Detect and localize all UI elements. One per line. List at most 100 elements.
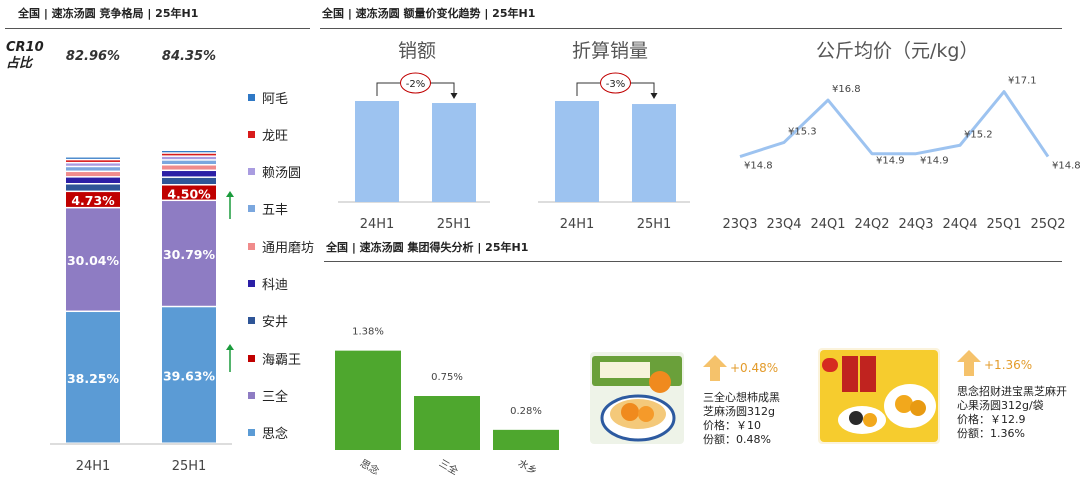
legend-label: 龙旺 bbox=[262, 128, 289, 144]
bar-value-label: 0.28% bbox=[510, 406, 542, 417]
up-arrow-icon bbox=[957, 350, 981, 376]
bar bbox=[493, 429, 559, 450]
segment-label: 4.50% bbox=[167, 186, 211, 201]
legend-label: 通用磨坊 bbox=[262, 240, 315, 256]
product-share: 份额：1.36% bbox=[957, 427, 1025, 440]
section-title-competition: 全国 | 速冻汤圆 竞争格局 | 25年H1 bbox=[18, 7, 199, 20]
point-label: ¥14.8 bbox=[1052, 161, 1080, 172]
sales-value-chart: 24H1 25H1 -2% bbox=[338, 72, 490, 232]
product-name: 三全心想柿成黑 bbox=[703, 391, 780, 404]
section-divider bbox=[324, 261, 1062, 262]
legend-item: 通用磨坊 bbox=[248, 237, 315, 256]
down-arrow-icon bbox=[650, 93, 658, 99]
cr10-axis-label: CR10 占比 bbox=[6, 40, 44, 71]
stack-segment-7 bbox=[66, 163, 120, 166]
section-title-gain-loss: 全国 | 速冻汤圆 集团得失分析 | 25年H1 bbox=[326, 241, 529, 254]
stack-segment-9 bbox=[162, 151, 216, 153]
product-change: +1.36% bbox=[984, 358, 1033, 372]
stack-segment-2 bbox=[66, 192, 120, 207]
stack-segment-8 bbox=[162, 153, 216, 156]
stack-segment-5 bbox=[162, 165, 216, 170]
legend-item: 安井 bbox=[248, 312, 288, 330]
stack-segment-3 bbox=[66, 184, 120, 191]
product-change: +0.48% bbox=[730, 361, 779, 375]
bar bbox=[432, 103, 476, 202]
x-tick-label: 25Q2 bbox=[1030, 217, 1065, 232]
cr10-total-label: 84.35% bbox=[162, 49, 216, 64]
legend-item: 赖汤圆 bbox=[248, 163, 301, 181]
legend-item: 思念 bbox=[248, 424, 288, 442]
legend-label: 科迪 bbox=[262, 278, 289, 293]
legend-item: 阿毛 bbox=[248, 88, 289, 107]
legend-label: 阿毛 bbox=[262, 91, 289, 107]
down-arrow-icon bbox=[450, 93, 458, 99]
legend-label: 赖汤圆 bbox=[262, 166, 302, 182]
x-tick-label: 25H1 bbox=[437, 217, 472, 232]
x-tick-label: 24Q2 bbox=[854, 217, 889, 232]
bar bbox=[335, 350, 401, 450]
stack-segment-2 bbox=[162, 185, 216, 200]
increase-arrow-icon bbox=[226, 191, 234, 197]
product-info: 思念招财进宝黑芝麻开 心果汤圆312g/袋 价格：￥12.9 份额：1.36% bbox=[957, 385, 1067, 441]
stack-segment-1 bbox=[162, 201, 216, 306]
bar bbox=[632, 104, 676, 202]
legend-item: 五丰 bbox=[248, 200, 288, 218]
legend-swatch bbox=[248, 130, 255, 138]
segment-label: 30.79% bbox=[163, 247, 216, 262]
x-tick-label: 24H1 bbox=[76, 459, 111, 474]
x-tick-label: 24H1 bbox=[560, 217, 595, 232]
stack-segment-0 bbox=[162, 307, 216, 443]
legend-label: 五丰 bbox=[262, 203, 289, 219]
product-name: 芝麻汤圆312g bbox=[703, 405, 775, 418]
stack-segment-7 bbox=[162, 156, 216, 160]
point-label: ¥17.1 bbox=[1008, 76, 1037, 87]
cr10-total-label: 82.96% bbox=[66, 49, 120, 64]
product-image-synear bbox=[818, 348, 940, 444]
stack-segment-3 bbox=[162, 177, 216, 185]
stack-segment-0 bbox=[66, 312, 120, 443]
stack-segment-5 bbox=[66, 172, 120, 177]
legend-swatch bbox=[248, 93, 255, 101]
x-tick-label: 24H1 bbox=[360, 217, 395, 232]
legend-item: 科迪 bbox=[248, 275, 288, 293]
stack-segment-8 bbox=[66, 160, 120, 162]
bar bbox=[355, 101, 399, 202]
point-label: ¥15.3 bbox=[788, 126, 817, 137]
stack-segment-1 bbox=[66, 208, 120, 311]
bar bbox=[555, 101, 599, 202]
stack-segment-4 bbox=[66, 177, 120, 183]
volume-title: 折算销量 bbox=[572, 40, 649, 62]
point-label: ¥14.9 bbox=[920, 156, 949, 167]
change-label: -2% bbox=[406, 79, 425, 90]
point-label: ¥16.8 bbox=[832, 84, 861, 95]
up-arrow-icon bbox=[703, 355, 727, 381]
change-badge bbox=[400, 72, 431, 94]
stack-segment-6 bbox=[66, 167, 120, 171]
segment-label: 38.25% bbox=[67, 371, 120, 386]
x-tick-label: 24Q4 bbox=[942, 217, 977, 232]
segment-label: 39.63% bbox=[163, 369, 216, 384]
legend-swatch bbox=[248, 205, 255, 213]
product-price: 价格：￥12.9 bbox=[957, 413, 1026, 426]
bar-value-label: 0.75% bbox=[431, 372, 463, 383]
cr10-stacked-chart: 38.25% 30.04% 4.73% 82.96% 24H1 39.63% 30.79% 4… bbox=[50, 49, 234, 474]
increase-arrow-icon bbox=[226, 344, 234, 350]
change-label: -3% bbox=[606, 79, 625, 90]
x-tick-label: 23Q3 bbox=[722, 217, 757, 232]
x-tick-label: 25Q1 bbox=[986, 217, 1021, 232]
segment-label: 4.73% bbox=[71, 193, 115, 208]
sales-value-title: 销额 bbox=[398, 40, 437, 62]
bar-value-label: 1.38% bbox=[352, 327, 384, 338]
product-image-sanquan bbox=[590, 352, 684, 444]
avg-price-chart: ¥14.8 23Q3 ¥15.3 23Q4 ¥16.8 24Q1 ¥14.9 24Q2 ¥14.… bbox=[722, 76, 1080, 232]
legend-item: 海霸王 bbox=[248, 349, 301, 368]
x-tick-label: 24Q1 bbox=[810, 217, 845, 232]
segment-label: 30.04% bbox=[67, 253, 120, 268]
legend-swatch bbox=[248, 280, 255, 287]
legend-label: 三全 bbox=[262, 389, 289, 405]
legend-swatch bbox=[248, 429, 255, 437]
x-tick-label: 三全 bbox=[437, 456, 461, 477]
legend-swatch bbox=[248, 354, 255, 362]
product-price: 价格：￥10 bbox=[703, 419, 761, 432]
legend-label: 思念 bbox=[262, 427, 289, 443]
